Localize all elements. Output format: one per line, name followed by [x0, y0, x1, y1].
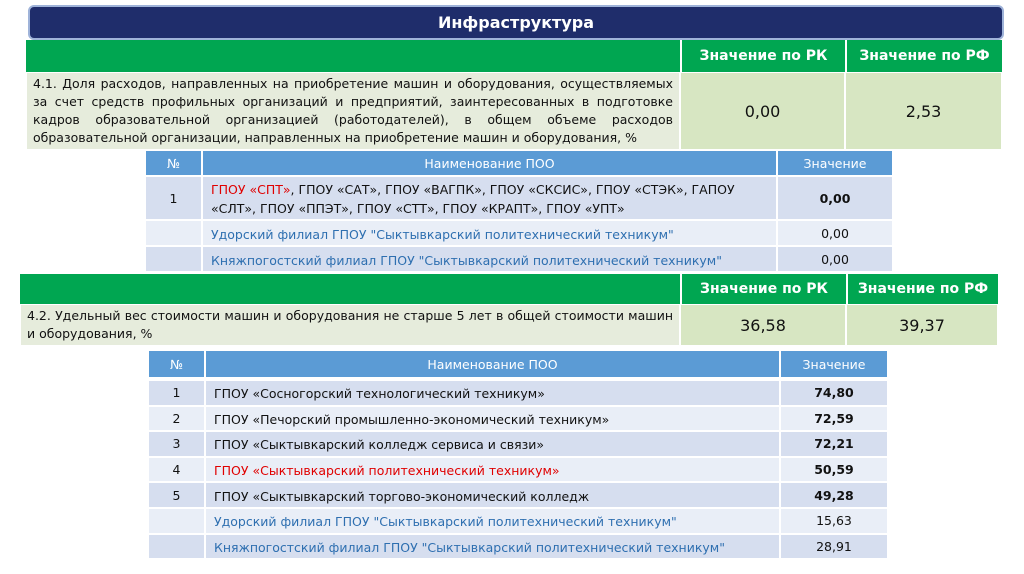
column-header: Значение по РК	[680, 274, 846, 304]
name-part: ГПОУ «Сыктывкарский торгово-экономически…	[214, 488, 590, 504]
row-number: 3	[148, 431, 205, 457]
name-part: Удорский филиал ГПОУ "Сыктывкарский поли…	[211, 226, 674, 242]
row-number	[148, 533, 205, 560]
table-header: Наименование ПОО	[205, 350, 780, 378]
name-part: Княжпогостский филиал ГПОУ "Сыктывкарски…	[214, 539, 725, 555]
row-value: 49,28	[780, 482, 888, 508]
row-number	[145, 246, 202, 272]
row-value: 28,91	[780, 533, 888, 560]
name-part: ГПОУ «Сыктывкарский колледж сервиса и св…	[214, 437, 545, 453]
org-name: ГПОУ «Сыктывкарский торгово-экономически…	[205, 482, 780, 508]
column-header: Значение по РК	[680, 40, 845, 72]
row-number: 2	[148, 405, 205, 432]
name-part: ГПОУ «Печорский промышленно-экономически…	[214, 411, 610, 427]
org-name: ГПОУ «СПТ», ГПОУ «САТ», ГПОУ «ВАГПК», ГП…	[202, 176, 777, 220]
header-blank	[20, 274, 680, 304]
org-name: ГПОУ «Сыктывкарский колледж сервиса и св…	[205, 431, 780, 457]
table-header: №	[145, 150, 202, 176]
row-value: 72,21	[780, 431, 888, 457]
table-header: Значение	[780, 350, 888, 378]
row-number: 5	[148, 482, 205, 508]
row-number	[145, 220, 202, 246]
row-number: 1	[145, 176, 202, 220]
row-number: 4	[148, 456, 205, 483]
table-header: Наименование ПОО	[202, 150, 777, 176]
column-header: Значение по РФ	[846, 274, 998, 304]
slide-title: Инфраструктура	[28, 5, 1004, 40]
org-name: ГПОУ «Печорский промышленно-экономически…	[205, 405, 780, 432]
header-blank	[26, 40, 680, 72]
indicator-text: 4.2. Удельный вес стоимости машин и обор…	[20, 304, 680, 346]
org-name: Удорский филиал ГПОУ "Сыктывкарский поли…	[202, 220, 777, 246]
row-value: 72,59	[780, 405, 888, 432]
row-number: 1	[148, 380, 205, 406]
value-rf: 39,37	[846, 304, 998, 346]
org-name: Княжпогостский филиал ГПОУ "Сыктывкарски…	[205, 533, 780, 560]
table-header: №	[148, 350, 205, 378]
org-name: ГПОУ «Сосногорский технологический техни…	[205, 380, 780, 406]
row-value: 50,59	[780, 456, 888, 483]
row-value: 74,80	[780, 380, 888, 406]
name-part: ГПОУ «Сыктывкарский политехнический техн…	[214, 463, 560, 479]
name-part: Княжпогостский филиал ГПОУ "Сыктывкарски…	[211, 252, 722, 268]
column-header: Значение по РФ	[845, 40, 1002, 72]
name-part: Удорский филиал ГПОУ "Сыктывкарский поли…	[214, 514, 677, 530]
indicator-text: 4.1. Доля расходов, направленных на прио…	[26, 72, 680, 150]
name-part: ГПОУ «СПТ»	[211, 182, 291, 197]
row-value: 0,00	[777, 176, 893, 220]
name-part: , ГПОУ «САТ», ГПОУ «ВАГПК», ГПОУ «СКСИС»…	[211, 182, 735, 216]
row-value: 0,00	[777, 246, 893, 272]
org-name: ГПОУ «Сыктывкарский политехнический техн…	[205, 456, 780, 483]
org-name: Удорский филиал ГПОУ "Сыктывкарский поли…	[205, 508, 780, 534]
name-part: ГПОУ «Сосногорский технологический техни…	[214, 386, 545, 402]
table-header: Значение	[777, 150, 893, 176]
org-name: Княжпогостский филиал ГПОУ "Сыктывкарски…	[202, 246, 777, 272]
value-rf: 2,53	[845, 72, 1002, 150]
row-number	[148, 508, 205, 534]
row-value: 15,63	[780, 508, 888, 534]
value-rk: 0,00	[680, 72, 845, 150]
value-rk: 36,58	[680, 304, 846, 346]
row-value: 0,00	[777, 220, 893, 246]
